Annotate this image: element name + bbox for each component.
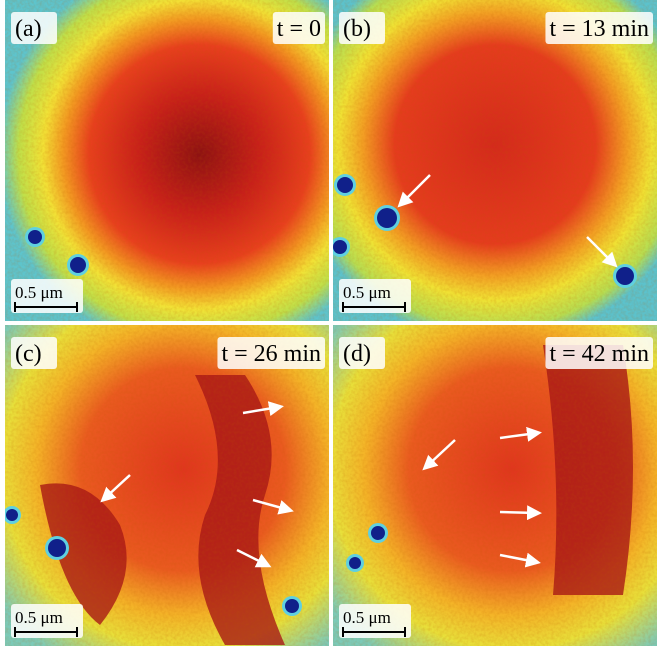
micrograph xyxy=(3,325,329,646)
panel-label: (b) xyxy=(343,16,371,42)
particle xyxy=(377,208,397,228)
panel: (a) t = 0 0.5 μm xyxy=(5,0,329,321)
particle xyxy=(333,240,347,254)
texture xyxy=(333,0,657,321)
particle xyxy=(285,599,299,613)
scale-label: 0.5 μm xyxy=(15,283,63,302)
micrograph xyxy=(333,325,657,646)
texture xyxy=(5,0,329,321)
time-label: t = 0 xyxy=(277,16,321,42)
particle xyxy=(616,267,634,285)
texture xyxy=(333,325,657,646)
arrow xyxy=(500,512,537,513)
panel: (d) t = 42 min 0.5 μm xyxy=(333,325,657,646)
particle xyxy=(70,257,86,273)
scale-label: 0.5 μm xyxy=(343,283,391,302)
time-label: t = 13 min xyxy=(549,16,649,42)
micrograph xyxy=(330,0,657,321)
particle xyxy=(371,526,385,540)
particle xyxy=(349,557,361,569)
scale-label: 0.5 μm xyxy=(343,608,391,627)
micrograph xyxy=(5,0,329,321)
panel: (c) t = 26 min 0.5 μm xyxy=(3,325,329,646)
panel-label: (c) xyxy=(15,341,42,367)
particle xyxy=(337,177,353,193)
panel-label: (d) xyxy=(343,341,371,367)
time-label: t = 42 min xyxy=(549,341,649,367)
particle xyxy=(48,539,66,557)
panel: (b) t = 13 min 0.5 μm xyxy=(330,0,657,321)
time-label: t = 26 min xyxy=(221,341,321,367)
texture xyxy=(5,325,329,646)
panel-label: (a) xyxy=(15,16,42,42)
particle xyxy=(6,509,18,521)
figure: (a) t = 0 0.5 μm (b) t = 13 min 0.5 μm (c) t = … xyxy=(0,0,662,646)
particle xyxy=(28,230,42,244)
scale-label: 0.5 μm xyxy=(15,608,63,627)
